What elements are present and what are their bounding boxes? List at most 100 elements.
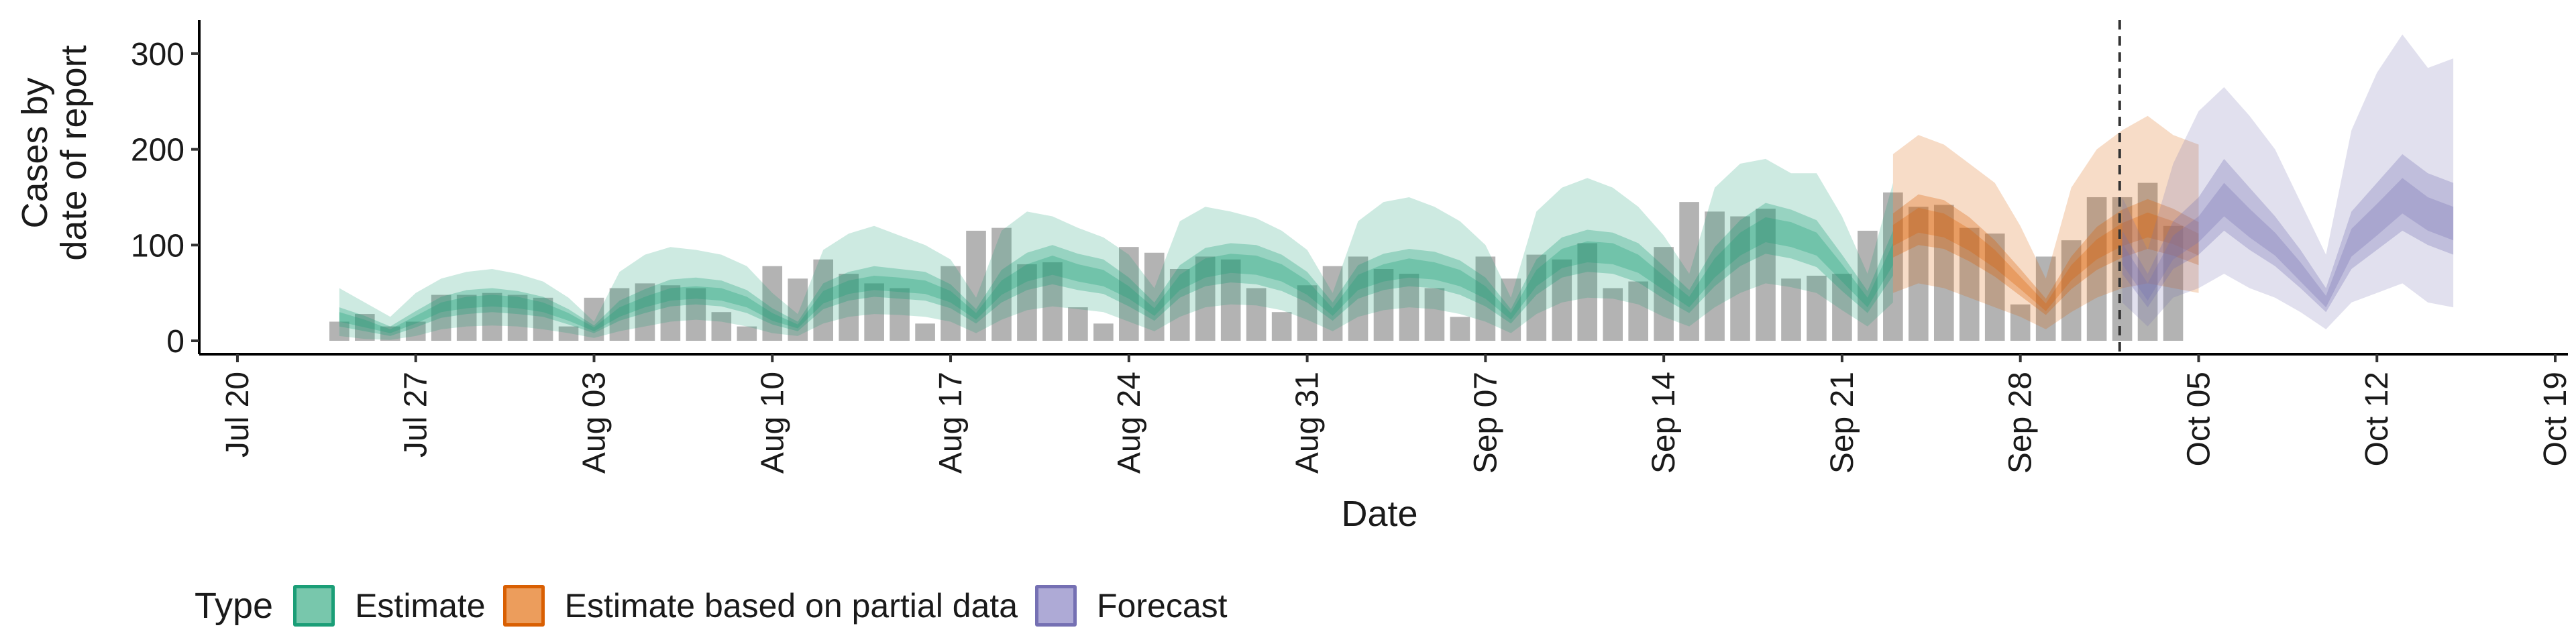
forecast-band-20 bbox=[2122, 178, 2454, 308]
reported-cases-bar bbox=[1603, 288, 1623, 341]
legend-label-forecast: Forecast bbox=[1097, 587, 1228, 625]
reported-cases-bar bbox=[1705, 211, 1725, 341]
reported-cases-bar bbox=[456, 294, 477, 341]
reported-cases-bar bbox=[839, 274, 859, 341]
reported-cases-bar bbox=[1909, 207, 1929, 341]
reported-cases-bar bbox=[1373, 269, 1394, 341]
legend-label-partial: Estimate based on partial data bbox=[564, 587, 1018, 625]
reported-cases-bar bbox=[1017, 264, 1037, 341]
reported-cases-bar bbox=[482, 292, 502, 341]
legend-key-estimate bbox=[293, 585, 335, 627]
reported-cases-bar bbox=[915, 323, 935, 341]
reported-cases-bar bbox=[1781, 278, 1801, 341]
x-tick-label: Oct 12 bbox=[2359, 372, 2395, 466]
reported-cases-bar bbox=[1399, 274, 1419, 341]
legend-title: Type bbox=[195, 586, 274, 626]
reported-cases-bar bbox=[991, 227, 1012, 341]
y-tick-label: 300 bbox=[131, 37, 184, 72]
legend: Type Estimate Estimate based on partial … bbox=[195, 576, 1245, 636]
reported-cases-bar bbox=[1424, 288, 1445, 341]
reported-cases-bar bbox=[1577, 243, 1598, 341]
legend-item-estimate: Estimate bbox=[293, 585, 486, 627]
reported-cases-bar bbox=[405, 321, 426, 341]
reported-cases-bar bbox=[1093, 323, 1114, 341]
forecast-band-90 bbox=[2122, 34, 2454, 329]
reported-cases-bar bbox=[533, 297, 553, 341]
reported-cases-bar bbox=[2086, 197, 2107, 341]
reported-cases-bar bbox=[635, 283, 655, 341]
x-tick-label: Aug 03 bbox=[577, 372, 612, 474]
x-tick-label: Oct 19 bbox=[2538, 372, 2573, 466]
reported-cases-bar bbox=[788, 278, 808, 341]
y-tick-label: 100 bbox=[131, 228, 184, 264]
reported-cases-bar bbox=[2163, 225, 2184, 341]
reported-cases-bar bbox=[864, 283, 884, 341]
reported-cases-bar bbox=[2137, 182, 2158, 341]
y-tick-label: 200 bbox=[131, 133, 184, 168]
reported-cases-bar bbox=[1807, 275, 1827, 341]
x-tick-label: Sep 21 bbox=[1825, 372, 1860, 474]
legend-label-estimate: Estimate bbox=[355, 587, 486, 625]
reported-cases-bar bbox=[2035, 256, 2056, 341]
reported-cases-bar bbox=[2112, 197, 2133, 341]
legend-key-forecast bbox=[1035, 585, 1077, 627]
reported-cases-bar bbox=[1679, 202, 1699, 341]
reported-cases-bar bbox=[1246, 288, 1267, 341]
reported-cases-bar bbox=[354, 314, 375, 341]
reported-cases-bar bbox=[1933, 205, 1954, 341]
reported-cases-bar bbox=[2061, 240, 2082, 341]
estimate-based-on-partial-data-band-20 bbox=[1892, 207, 2199, 311]
reported-cases-bar bbox=[1475, 256, 1496, 341]
reported-cases-bar bbox=[660, 285, 681, 341]
x-tick-label: Aug 17 bbox=[933, 372, 969, 474]
y-axis-label-line-2: date of report bbox=[54, 45, 94, 260]
legend-item-forecast: Forecast bbox=[1035, 585, 1228, 627]
x-tick-label: Jul 20 bbox=[220, 372, 256, 458]
y-axis-label-line-1: Cases by bbox=[15, 77, 55, 228]
reported-cases-bar bbox=[1730, 216, 1750, 341]
legend-item-partial: Estimate based on partial data bbox=[502, 585, 1018, 627]
x-axis-label: Date bbox=[1341, 494, 1417, 534]
reported-cases-bar bbox=[507, 294, 528, 341]
reported-cases-bar bbox=[1526, 254, 1547, 341]
reported-cases-bar bbox=[2010, 304, 2031, 341]
x-tick-label: Oct 05 bbox=[2181, 372, 2216, 466]
reported-cases-bar bbox=[737, 326, 757, 341]
x-tick-label: Aug 10 bbox=[755, 372, 790, 474]
reported-cases-bar bbox=[1144, 252, 1165, 341]
reported-cases-bar bbox=[1832, 274, 1852, 341]
reported-cases-bar bbox=[431, 294, 451, 341]
reported-cases-bar bbox=[609, 288, 630, 341]
reported-cases-bars bbox=[329, 182, 2184, 341]
estimate-band-50 bbox=[339, 203, 1893, 336]
x-tick-label: Aug 31 bbox=[1290, 372, 1326, 474]
reported-cases-bar bbox=[1628, 281, 1648, 341]
reported-cases-bar bbox=[1858, 230, 1878, 341]
reported-cases-bar bbox=[1959, 227, 1980, 341]
reported-cases-bar bbox=[1169, 269, 1190, 341]
x-tick-label: Sep 28 bbox=[2003, 372, 2039, 474]
reported-cases-bar bbox=[584, 297, 604, 341]
reported-cases-bar bbox=[1984, 233, 2005, 341]
estimate-band-90 bbox=[339, 158, 1893, 340]
legend-key-partial bbox=[502, 585, 545, 627]
reported-cases-bar bbox=[1042, 262, 1063, 341]
reported-cases-bar bbox=[1883, 192, 1903, 341]
y-tick-label: 0 bbox=[166, 324, 184, 360]
reported-cases-bar bbox=[813, 259, 834, 341]
x-tick-label: Aug 24 bbox=[1112, 372, 1147, 474]
reported-cases-bar bbox=[1220, 259, 1241, 341]
reported-cases-bar bbox=[1271, 312, 1292, 341]
reported-cases-bar bbox=[380, 326, 400, 341]
reported-cases-bar bbox=[1068, 307, 1088, 341]
estimate-based-on-partial-data-band-50 bbox=[1892, 194, 2199, 315]
reported-cases-bar bbox=[558, 326, 579, 341]
reported-cases-bar bbox=[1119, 247, 1139, 341]
reported-cases-bar bbox=[1501, 278, 1521, 341]
reported-cases-bar bbox=[1322, 266, 1343, 341]
x-tick-label: Sep 14 bbox=[1646, 372, 1682, 474]
reported-cases-bar bbox=[941, 266, 961, 341]
forecast-band-50 bbox=[2122, 154, 2454, 313]
reported-cases-bar bbox=[329, 321, 350, 341]
reported-cases-bar bbox=[1552, 259, 1572, 341]
